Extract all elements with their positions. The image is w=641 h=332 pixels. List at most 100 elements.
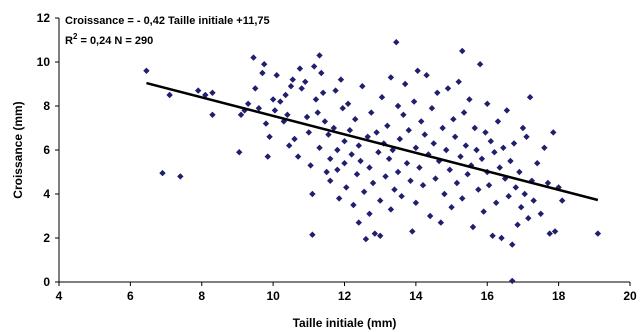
- data-point: [451, 133, 459, 140]
- data-point: [310, 63, 318, 70]
- data-point: [473, 146, 480, 154]
- data-point: [457, 153, 464, 160]
- data-point: [430, 140, 437, 147]
- data-point: [423, 72, 430, 79]
- data-point: [250, 54, 257, 61]
- data-point: [491, 149, 498, 156]
- data-point: [537, 210, 544, 217]
- data-point: [523, 133, 530, 140]
- data-point: [362, 235, 370, 243]
- data-point: [382, 173, 389, 180]
- data-point: [487, 138, 495, 145]
- axes: 4 6 8 10 12 14 16 18 20 0 2 4 6 8 10 12: [37, 11, 637, 303]
- data-point: [323, 168, 330, 176]
- data-point: [371, 230, 379, 237]
- data-point: [330, 124, 337, 132]
- data-point: [368, 109, 375, 116]
- data-point: [396, 135, 404, 143]
- data-point: [194, 87, 202, 94]
- data-point: [469, 223, 477, 231]
- data-point: [303, 113, 311, 121]
- y-axis-title: Croissance (mm): [11, 101, 25, 198]
- data-point: [509, 277, 516, 285]
- data-point: [498, 234, 505, 242]
- data-point: [337, 76, 345, 83]
- data-point: [350, 201, 357, 209]
- x-tick-label: 14: [409, 289, 423, 303]
- data-point: [343, 184, 350, 191]
- data-point: [341, 138, 348, 145]
- data-point: [482, 129, 489, 136]
- data-point: [353, 171, 361, 178]
- data-point: [319, 89, 327, 96]
- data-point: [309, 231, 316, 238]
- data-point: [509, 241, 516, 248]
- data-point: [327, 177, 334, 184]
- x-axis-title: Taille initiale (mm): [293, 316, 397, 330]
- data-point: [507, 157, 514, 165]
- data-point: [393, 39, 400, 46]
- data-point: [327, 155, 334, 162]
- data-point: [282, 91, 289, 99]
- data-point: [475, 186, 482, 193]
- data-point: [450, 116, 457, 123]
- data-point: [373, 129, 380, 136]
- data-point: [325, 131, 332, 138]
- data-point: [209, 89, 216, 96]
- x-tick-label: 10: [266, 289, 280, 303]
- data-point: [517, 204, 525, 211]
- data-point: [269, 96, 277, 103]
- r2-superscript: 2: [73, 32, 78, 41]
- data-point: [466, 96, 473, 103]
- data-point: [359, 83, 366, 90]
- y-tick-label: 2: [43, 231, 50, 245]
- data-point: [448, 204, 455, 211]
- data-point: [412, 199, 420, 206]
- data-point: [298, 85, 305, 92]
- data-point: [287, 83, 295, 90]
- data-point: [444, 85, 452, 92]
- data-point: [166, 91, 173, 99]
- data-point: [426, 212, 434, 220]
- data-point: [478, 155, 486, 162]
- data-point: [412, 144, 420, 151]
- data-point: [558, 197, 566, 204]
- data-point: [344, 100, 352, 107]
- data-point: [339, 105, 346, 112]
- data-point: [476, 61, 484, 68]
- data-point: [534, 160, 541, 167]
- data-point: [369, 179, 377, 187]
- data-point: [519, 124, 527, 132]
- y-tick-label: 0: [43, 275, 50, 289]
- data-point: [514, 221, 521, 228]
- data-point: [441, 190, 448, 198]
- data-point: [410, 98, 418, 105]
- data-point: [400, 111, 407, 118]
- data-point: [202, 91, 209, 99]
- data-point: [264, 153, 271, 160]
- data-point: [460, 109, 468, 116]
- data-point: [291, 135, 298, 143]
- data-point: [236, 149, 243, 156]
- data-point: [437, 219, 445, 226]
- data-point: [446, 166, 453, 173]
- data-point: [318, 69, 325, 77]
- data-point: [516, 168, 523, 176]
- data-point: [352, 116, 359, 123]
- data-point: [471, 124, 478, 132]
- annotation: Croissance = - 0,42 Taille initiale +11,…: [65, 15, 270, 47]
- data-point: [366, 164, 373, 171]
- data-point: [455, 78, 462, 85]
- data-point: [364, 133, 371, 140]
- data-point: [432, 175, 439, 182]
- data-point: [334, 146, 341, 154]
- data-points: [143, 39, 602, 285]
- data-point: [305, 129, 313, 136]
- data-point: [387, 74, 395, 81]
- data-point: [143, 67, 150, 74]
- data-point: [541, 144, 548, 151]
- data-point: [421, 131, 428, 138]
- data-point: [489, 232, 496, 239]
- data-point: [366, 210, 373, 217]
- data-point: [355, 219, 362, 226]
